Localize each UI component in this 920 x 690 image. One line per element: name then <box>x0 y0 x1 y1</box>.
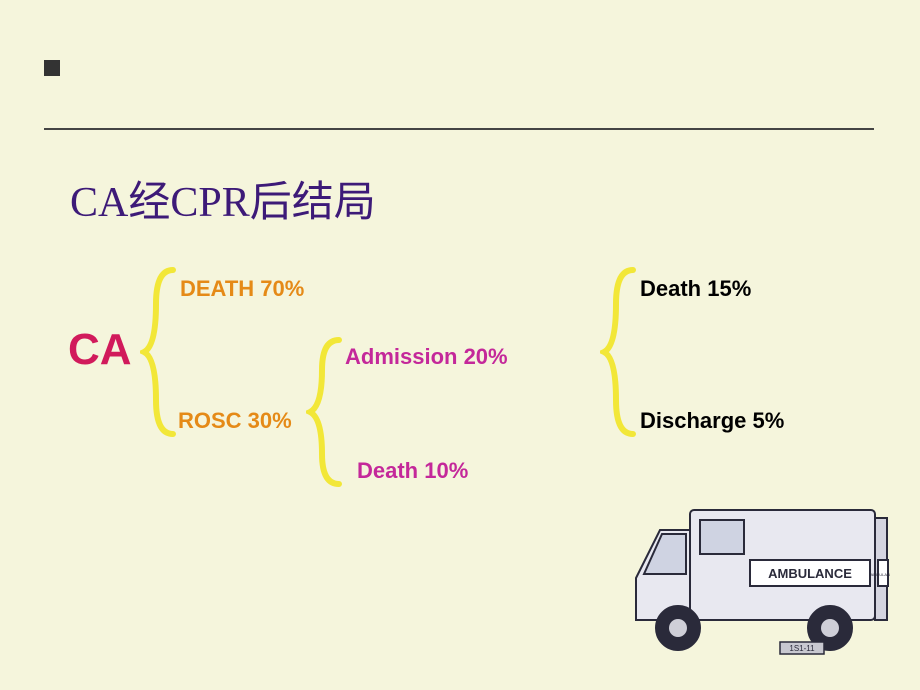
node-discharge5: Discharge 5% <box>640 408 784 434</box>
brace-3 <box>600 264 640 440</box>
horizontal-rule <box>44 128 874 130</box>
brace-1 <box>140 264 180 440</box>
ambulance-side-text: AMBULANCE <box>768 566 852 581</box>
node-rosc30: ROSC 30% <box>178 408 292 434</box>
corner-square <box>44 60 60 76</box>
root-ca-label: CA <box>68 325 132 375</box>
brace-2 <box>306 334 346 490</box>
node-admission20: Admission 20% <box>345 344 508 370</box>
svg-text:1S1-11: 1S1-11 <box>789 644 815 653</box>
slide-title: CA经CPR后结局 <box>70 168 376 229</box>
node-death70: DEATH 70% <box>180 276 304 302</box>
ambulance-rear-text: AMBULANCE <box>871 572 890 577</box>
node-death15: Death 15% <box>640 276 751 302</box>
node-death10: Death 10% <box>357 458 468 484</box>
ambulance-illustration: AMBULANCE AMBULANCE 1S1-11 <box>630 490 890 660</box>
